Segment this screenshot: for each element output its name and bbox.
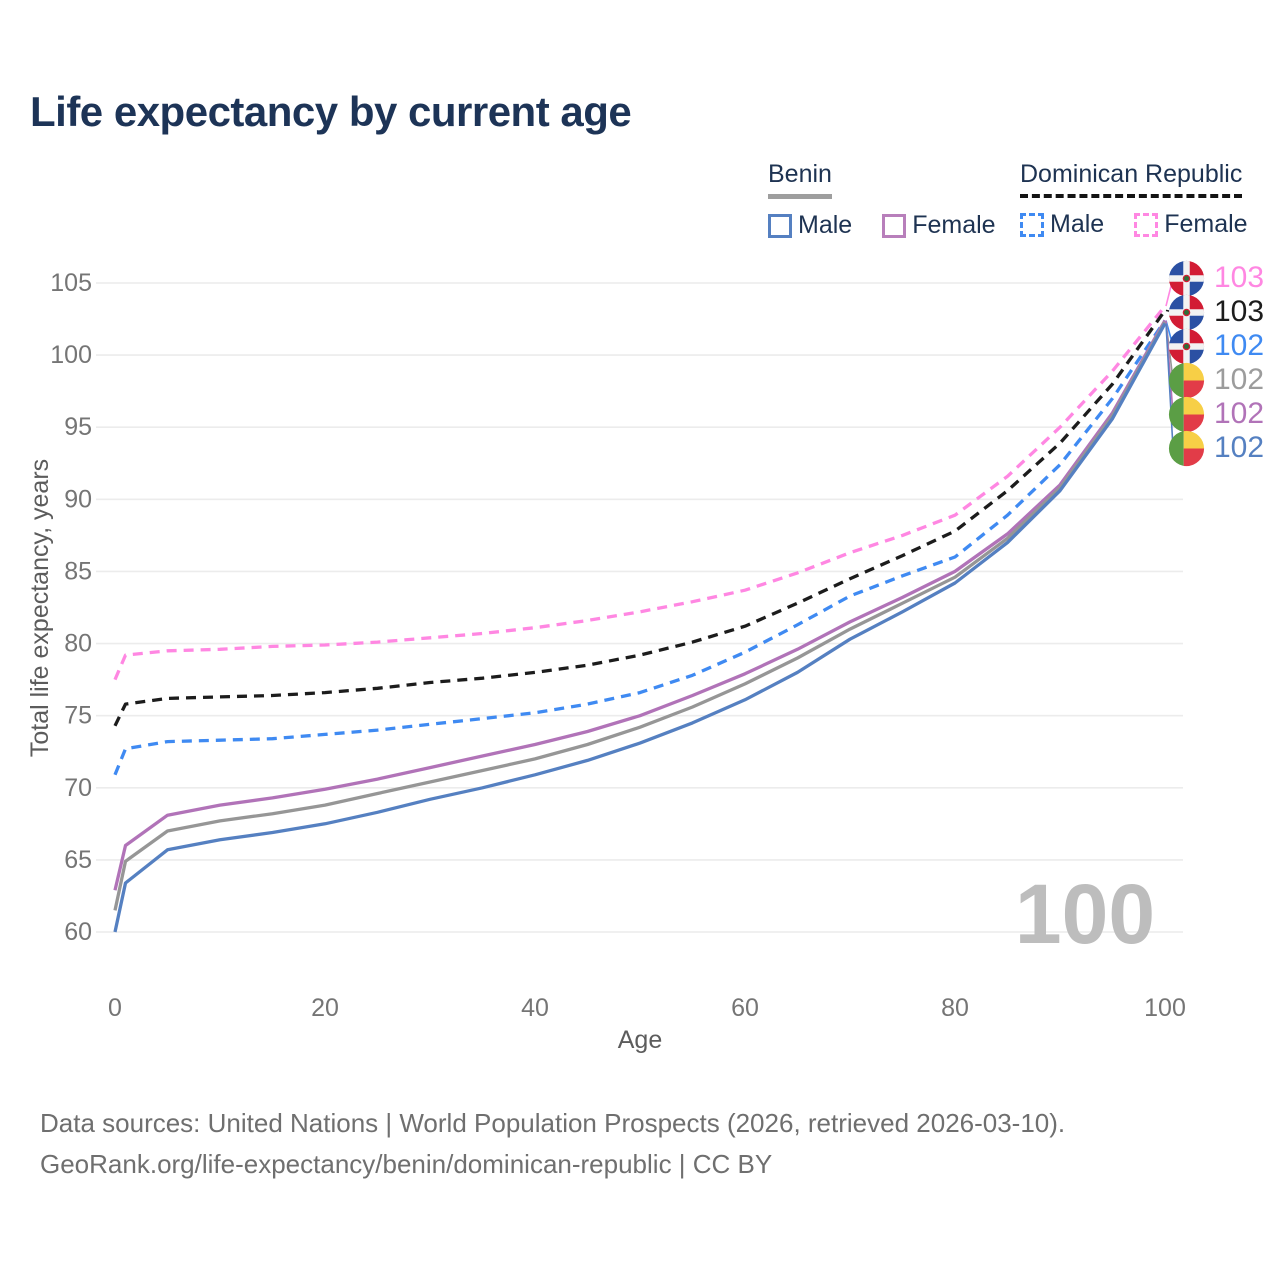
benin-female-swatch-icon	[882, 213, 907, 238]
legend-benin-header[interactable]: Benin	[768, 160, 832, 199]
x-tick-80: 80	[941, 994, 969, 1022]
legend-group-benin: Benin Male Female	[768, 160, 996, 240]
y-tick-100: 100	[50, 341, 92, 369]
x-tick-100: 100	[1144, 994, 1186, 1022]
flag-benin-icon	[1168, 362, 1205, 398]
page-title: Life expectancy by current age	[30, 88, 632, 135]
end-label-value: 102	[1214, 397, 1265, 430]
legend-group-dominican-republic: Dominican Republic Male Female	[1020, 160, 1248, 239]
end-label-value: 102	[1214, 363, 1265, 396]
y-tick-65: 65	[64, 846, 92, 874]
y-tick-85: 85	[64, 557, 92, 585]
flag-benin-icon	[1168, 396, 1205, 432]
legend-dr-female[interactable]: Female	[1134, 210, 1248, 239]
end-label-row-dr_total: 103	[1168, 293, 1264, 331]
benin-male-swatch-icon	[768, 213, 792, 238]
series-line-benin_male[interactable]	[113, 322, 1167, 933]
y-tick-80: 80	[64, 630, 92, 658]
legend-benin-male-label: Male	[798, 211, 853, 239]
series-line-benin_female[interactable]	[113, 319, 1167, 891]
flag-benin-icon	[1168, 430, 1205, 466]
end-label-row-dr_male: 102	[1168, 327, 1264, 365]
x-tick-40: 40	[521, 994, 549, 1022]
y-axis-label: Total life expectancy, years	[26, 459, 54, 757]
legend-benin-male[interactable]: Male	[768, 211, 852, 240]
x-axis-label: Age	[618, 1026, 662, 1054]
legend-dr-male-label: Male	[1050, 210, 1105, 238]
dr-male-swatch-icon	[1020, 212, 1044, 237]
end-label-value: 102	[1214, 431, 1265, 464]
x-tick-60: 60	[731, 994, 759, 1022]
legend-dr-header[interactable]: Dominican Republic	[1020, 160, 1243, 198]
series-line-dr_female[interactable]	[113, 305, 1167, 681]
x-tick-20: 20	[311, 994, 339, 1022]
end-label-row-benin_total: 102	[1168, 361, 1264, 399]
legend-benin-female[interactable]: Female	[882, 211, 996, 240]
end-label-value: 103	[1214, 261, 1265, 294]
y-tick-75: 75	[64, 702, 92, 730]
flag-dominican-republic-icon	[1168, 294, 1205, 330]
legend-dr-male[interactable]: Male	[1020, 210, 1104, 239]
series-line-dr_male[interactable]	[113, 319, 1167, 776]
end-label-row-dr_female: 103	[1168, 259, 1264, 297]
y-tick-105: 105	[50, 269, 92, 297]
end-label-value: 103	[1214, 295, 1265, 328]
series-line-dr_total[interactable]	[113, 309, 1167, 727]
series-line-benin_total[interactable]	[113, 321, 1167, 911]
legend-dr-female-label: Female	[1164, 210, 1248, 238]
x-tick-0: 0	[108, 994, 122, 1022]
footer-data-sources: Data sources: United Nations | World Pop…	[40, 1108, 1066, 1138]
flag-dominican-republic-icon	[1168, 260, 1205, 296]
footer-attribution[interactable]: GeoRank.org/life-expectancy/benin/domini…	[40, 1149, 773, 1179]
end-label-row-benin_female: 102	[1168, 395, 1264, 433]
end-label-row-benin_male: 102	[1168, 429, 1264, 467]
legend-benin-female-label: Female	[912, 211, 996, 239]
y-tick-95: 95	[64, 413, 92, 441]
y-tick-70: 70	[64, 774, 92, 802]
y-tick-60: 60	[64, 918, 92, 946]
hover-age-watermark: 100	[1015, 867, 1155, 961]
flag-dominican-republic-icon	[1168, 328, 1205, 364]
end-label-value: 102	[1214, 329, 1265, 362]
y-tick-90: 90	[64, 485, 92, 513]
dr-female-swatch-icon	[1134, 212, 1159, 237]
